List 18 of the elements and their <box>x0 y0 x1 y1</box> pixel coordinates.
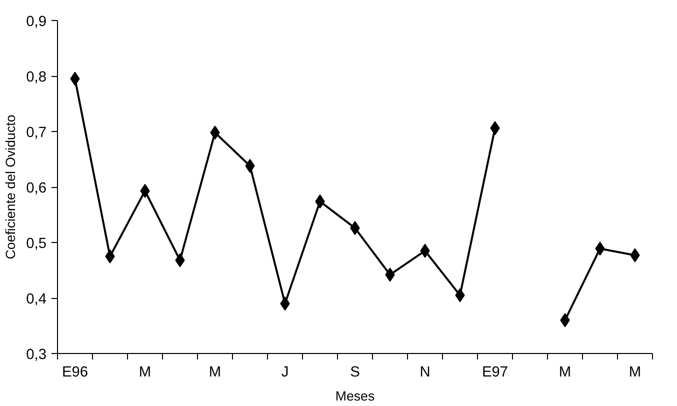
y-tick-label: 0,7 <box>26 125 46 141</box>
x-tick-label: E97 <box>482 364 508 380</box>
x-tick-label: N <box>420 364 430 380</box>
y-tick-label: 0,4 <box>26 292 46 308</box>
x-axis-title: Meses <box>335 388 375 404</box>
y-axis-title: Coeficiente del Oviducto <box>3 114 18 260</box>
x-tick-label: J <box>281 364 289 380</box>
x-tick-label: M <box>208 364 222 380</box>
x-tick-label: S <box>350 364 360 380</box>
y-tick-label: 0,6 <box>26 180 46 196</box>
y-tick-label: 0,9 <box>26 14 46 30</box>
y-tick-label: 0,8 <box>26 70 46 86</box>
y-tick-label: 0,3 <box>26 347 46 363</box>
x-tick-label: M <box>628 364 642 380</box>
x-tick-label: E96 <box>62 364 88 380</box>
x-tick-label: M <box>138 364 152 380</box>
y-tick-label: 0,5 <box>26 236 46 252</box>
x-tick-label: M <box>558 364 572 380</box>
